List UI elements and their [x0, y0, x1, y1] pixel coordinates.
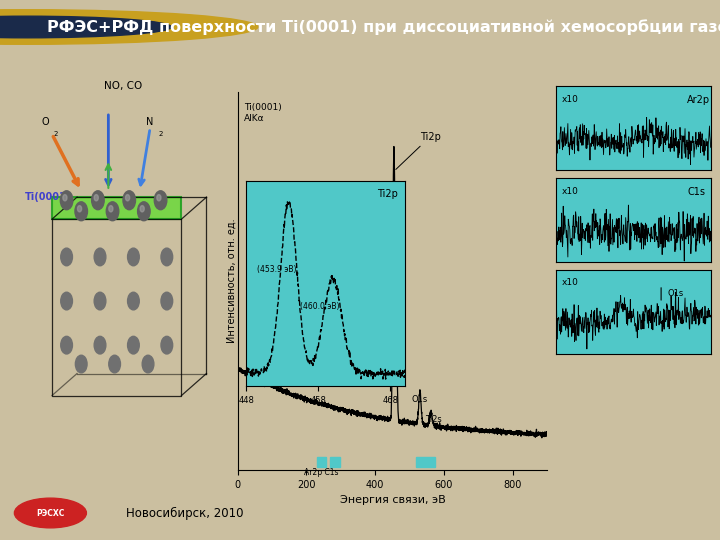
Text: O: O [42, 117, 50, 126]
Circle shape [142, 355, 154, 373]
Text: Ti2p: Ti2p [377, 189, 398, 199]
Circle shape [94, 336, 106, 354]
Circle shape [60, 336, 73, 354]
Circle shape [91, 191, 104, 210]
Circle shape [94, 292, 106, 310]
Circle shape [125, 194, 130, 201]
Text: Ar2p: Ar2p [688, 95, 711, 105]
Circle shape [63, 194, 67, 201]
Text: 2: 2 [54, 131, 58, 137]
Circle shape [60, 292, 73, 310]
Text: РФЭС+РФД поверхности Ti(0001) при диссоциативной хемосорбции газов: РФЭС+РФД поверхности Ti(0001) при диссоц… [47, 19, 720, 35]
Circle shape [76, 355, 87, 373]
Text: Ar2p C1s: Ar2p C1s [305, 468, 339, 477]
Circle shape [161, 248, 173, 266]
Text: O1s: O1s [667, 289, 683, 299]
Text: Ti(0001)
AlKα: Ti(0001) AlKα [244, 103, 282, 123]
Circle shape [0, 16, 171, 38]
Circle shape [94, 194, 99, 201]
Text: x10: x10 [562, 95, 579, 104]
Text: N: N [146, 117, 154, 126]
Text: 2: 2 [158, 131, 163, 137]
Ellipse shape [14, 498, 86, 528]
Text: x10: x10 [562, 186, 579, 195]
Circle shape [109, 355, 120, 373]
Text: x10: x10 [562, 279, 579, 287]
Text: (460.0 эВ): (460.0 эВ) [300, 302, 340, 311]
Circle shape [94, 248, 106, 266]
Circle shape [127, 292, 139, 310]
FancyBboxPatch shape [416, 457, 436, 467]
Circle shape [138, 202, 150, 221]
Circle shape [109, 206, 113, 212]
Text: NO, CO: NO, CO [104, 80, 142, 91]
X-axis label: Энергия связи, эВ: Энергия связи, эВ [340, 495, 445, 505]
Circle shape [161, 336, 173, 354]
Circle shape [123, 191, 135, 210]
FancyBboxPatch shape [317, 457, 326, 467]
Text: O1s: O1s [411, 395, 428, 404]
Circle shape [75, 202, 88, 221]
Text: РЭСХС: РЭСХС [36, 509, 65, 517]
FancyBboxPatch shape [52, 197, 181, 219]
Circle shape [127, 336, 139, 354]
Circle shape [127, 248, 139, 266]
Circle shape [154, 191, 167, 210]
Text: Ti2s: Ti2s [426, 415, 442, 424]
Circle shape [60, 248, 73, 266]
Text: Новосибирск, 2010: Новосибирск, 2010 [126, 507, 243, 519]
Text: (453.9 эВ): (453.9 эВ) [257, 265, 297, 274]
Circle shape [140, 206, 144, 212]
Text: Ti2p: Ti2p [396, 132, 441, 170]
Circle shape [107, 202, 119, 221]
Circle shape [60, 191, 73, 210]
Circle shape [161, 292, 173, 310]
Y-axis label: Интенсивность, отн. ед.: Интенсивность, отн. ед. [226, 219, 236, 343]
Circle shape [0, 10, 258, 44]
Text: C1s: C1s [688, 186, 706, 197]
Circle shape [78, 206, 81, 212]
Circle shape [157, 194, 161, 201]
Text: Ti(0001): Ti(0001) [24, 192, 71, 202]
FancyBboxPatch shape [330, 457, 340, 467]
